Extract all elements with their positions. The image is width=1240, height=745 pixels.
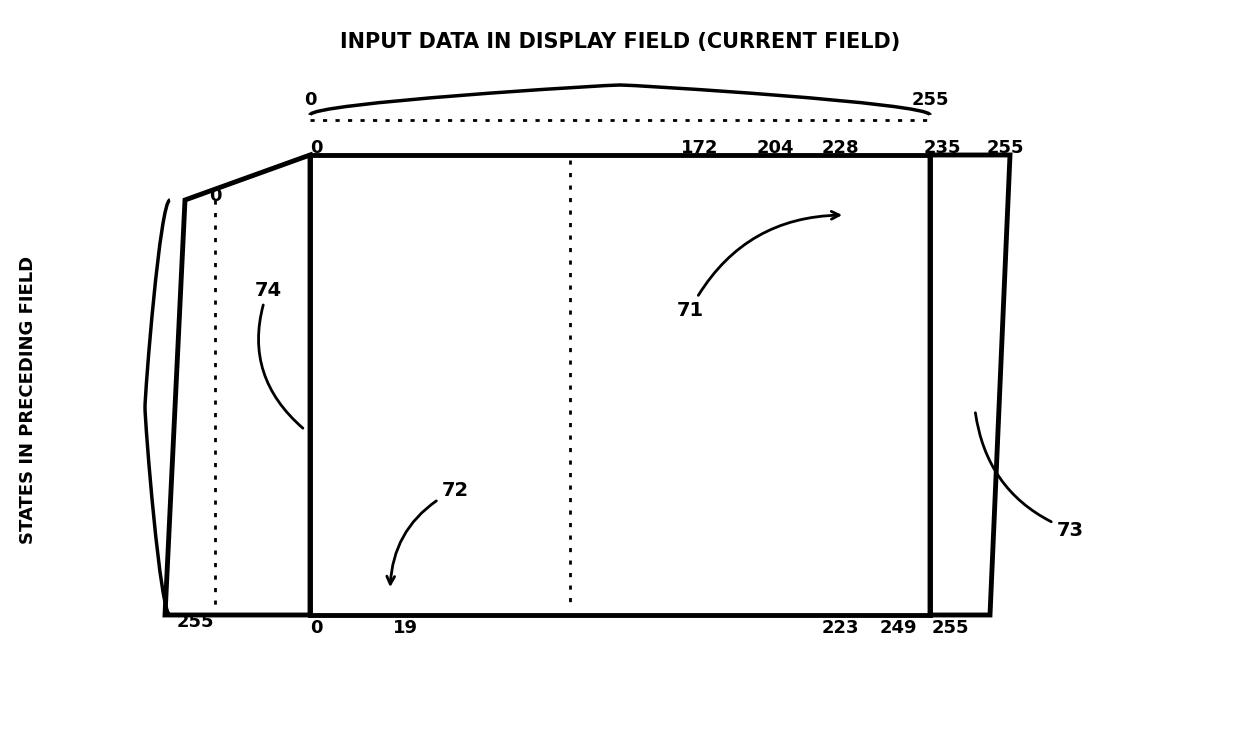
Text: 19: 19: [393, 619, 418, 637]
Text: 71: 71: [677, 212, 839, 320]
Text: 172: 172: [681, 139, 719, 157]
Text: 74: 74: [254, 281, 303, 428]
Bar: [310, 155, 930, 615]
Text: 73: 73: [976, 413, 1084, 539]
Text: 255: 255: [911, 91, 949, 109]
Text: 255: 255: [986, 139, 1024, 157]
Text: 223: 223: [821, 619, 859, 637]
Text: 249: 249: [879, 619, 916, 637]
Text: 0: 0: [208, 187, 221, 205]
Text: 72: 72: [387, 481, 469, 584]
Text: 0: 0: [310, 619, 322, 637]
Text: INPUT DATA IN DISPLAY FIELD (CURRENT FIELD): INPUT DATA IN DISPLAY FIELD (CURRENT FIE…: [340, 32, 900, 52]
Text: 255: 255: [931, 619, 968, 637]
Text: 0: 0: [304, 91, 316, 109]
Text: 0: 0: [310, 139, 322, 157]
Text: 204: 204: [756, 139, 794, 157]
Text: 235: 235: [924, 139, 961, 157]
Text: STATES IN PRECEDING FIELD: STATES IN PRECEDING FIELD: [19, 256, 37, 544]
Text: 228: 228: [821, 139, 859, 157]
Text: 255: 255: [176, 613, 213, 631]
